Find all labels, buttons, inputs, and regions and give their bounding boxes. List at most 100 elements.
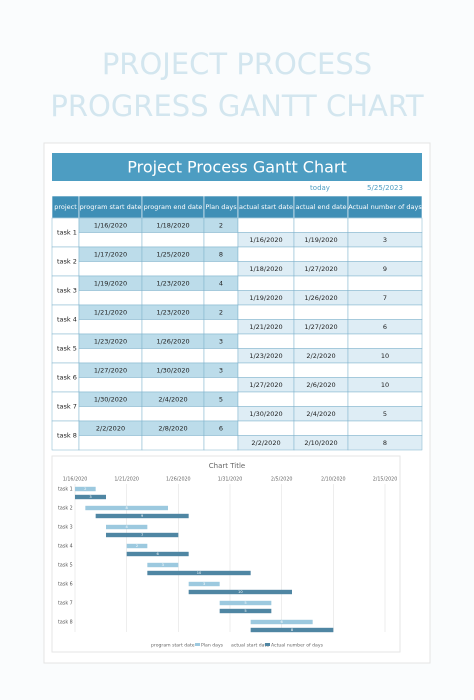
- cell-value: 2: [219, 221, 223, 229]
- cell-value: 1/23/2020: [156, 279, 189, 287]
- x-tick-label: 1/26/2020: [166, 477, 191, 483]
- task-cell: [51, 275, 80, 306]
- cell-value: 2/8/2020: [158, 424, 187, 432]
- gantt-bar: [188, 581, 220, 587]
- cell: [141, 261, 205, 277]
- legend-label: Plan days: [201, 643, 224, 649]
- task-label: task 4: [58, 544, 73, 550]
- gantt-bar: [75, 494, 106, 500]
- cell-value: 1/17/2020: [94, 250, 127, 258]
- cell: [203, 290, 239, 306]
- cell: [78, 232, 143, 248]
- cell: [237, 275, 295, 291]
- cell: [237, 420, 295, 436]
- task-cell: [51, 333, 80, 364]
- task-label: task 5: [58, 563, 73, 569]
- cell-value: 7: [383, 294, 387, 302]
- cell-value: 1/23/2020: [94, 337, 127, 345]
- cell: [141, 435, 205, 451]
- header-label: actual start date: [239, 203, 293, 211]
- cell: [203, 261, 239, 277]
- task-label: task 6: [58, 582, 73, 588]
- cell-value: 2/2/2020: [96, 424, 125, 432]
- cell-value: 1/18/2020: [249, 265, 282, 273]
- cell: [78, 319, 143, 335]
- x-tick-label: 1/31/2020: [218, 477, 243, 483]
- cell-value: 1/26/2020: [304, 294, 337, 302]
- cell: [78, 406, 143, 422]
- gantt-bar: [147, 570, 251, 576]
- cell-value: 9: [383, 265, 387, 273]
- cell: [203, 319, 239, 335]
- bar-label: 2: [136, 544, 138, 548]
- header-label: project: [54, 203, 77, 211]
- cell: [237, 333, 295, 349]
- cell: [237, 304, 295, 320]
- bar-label: 9: [141, 514, 144, 518]
- cell-value: 3: [383, 236, 387, 244]
- cell: [78, 348, 143, 364]
- gantt-bar: [250, 619, 313, 625]
- cell-value: 1/27/2020: [304, 323, 337, 331]
- cell: [78, 261, 143, 277]
- x-tick-label: 2/15/2020: [373, 477, 398, 483]
- cell-value: 1/16/2020: [94, 221, 127, 229]
- task-label: task 7: [58, 601, 73, 607]
- bar-label: 10: [197, 571, 202, 575]
- cell-value: 1/30/2020: [249, 410, 282, 418]
- legend-label: actual start date: [231, 643, 269, 649]
- cell: [347, 333, 423, 349]
- cell: [237, 362, 295, 378]
- cell: [141, 406, 205, 422]
- task-name: task 3: [57, 287, 77, 295]
- gantt-bar: [126, 543, 148, 549]
- gantt-bar: [188, 589, 292, 595]
- cell: [347, 420, 423, 436]
- cover-title: PROJECT PROCESS: [102, 47, 372, 81]
- cell-value: 1/19/2020: [249, 294, 282, 302]
- x-tick-label: 2/10/2020: [321, 477, 346, 483]
- today-label: today: [310, 184, 330, 192]
- header-label: actual end date: [295, 203, 346, 211]
- task-label: task 8: [58, 620, 73, 626]
- cell-value: 3: [219, 337, 223, 345]
- cell: [78, 377, 143, 393]
- task-name: task 2: [57, 258, 77, 266]
- task-name: task 4: [57, 316, 77, 324]
- bar-label: 2: [84, 487, 86, 491]
- cell: [203, 435, 239, 451]
- x-tick-label: 2/5/2020: [271, 477, 293, 483]
- cell: [347, 246, 423, 262]
- header-label: Actual number of days: [348, 203, 422, 211]
- cell-value: 3: [219, 366, 223, 374]
- cell: [347, 217, 423, 233]
- cell: [141, 377, 205, 393]
- x-tick-label: 1/16/2020: [63, 477, 88, 483]
- cell-value: 1/23/2020: [156, 308, 189, 316]
- gantt-bar: [147, 562, 179, 568]
- cell-value: 1/25/2020: [156, 250, 189, 258]
- cell-value: 2/6/2020: [306, 381, 335, 389]
- cell: [293, 333, 349, 349]
- cell-value: 6: [383, 323, 387, 331]
- task-name: task 1: [57, 229, 77, 237]
- cell-value: 1/21/2020: [94, 308, 127, 316]
- cell-value: 6: [219, 424, 223, 432]
- chart-panel: [51, 455, 401, 653]
- header-label: program start date: [80, 203, 142, 211]
- cell-value: 2/4/2020: [306, 410, 335, 418]
- task-name: task 8: [57, 432, 77, 440]
- cell-value: 1/19/2020: [304, 236, 337, 244]
- x-tick-label: 1/21/2020: [114, 477, 139, 483]
- cell: [203, 232, 239, 248]
- bar-label: 10: [238, 590, 243, 594]
- cell: [293, 420, 349, 436]
- cell-value: 1/23/2020: [249, 352, 282, 360]
- bar-label: 8: [291, 628, 294, 632]
- cell-value: 10: [381, 381, 389, 389]
- cell-value: 5: [383, 410, 387, 418]
- cell: [293, 391, 349, 407]
- cell-value: 8: [219, 250, 223, 258]
- gantt-bar: [95, 513, 189, 519]
